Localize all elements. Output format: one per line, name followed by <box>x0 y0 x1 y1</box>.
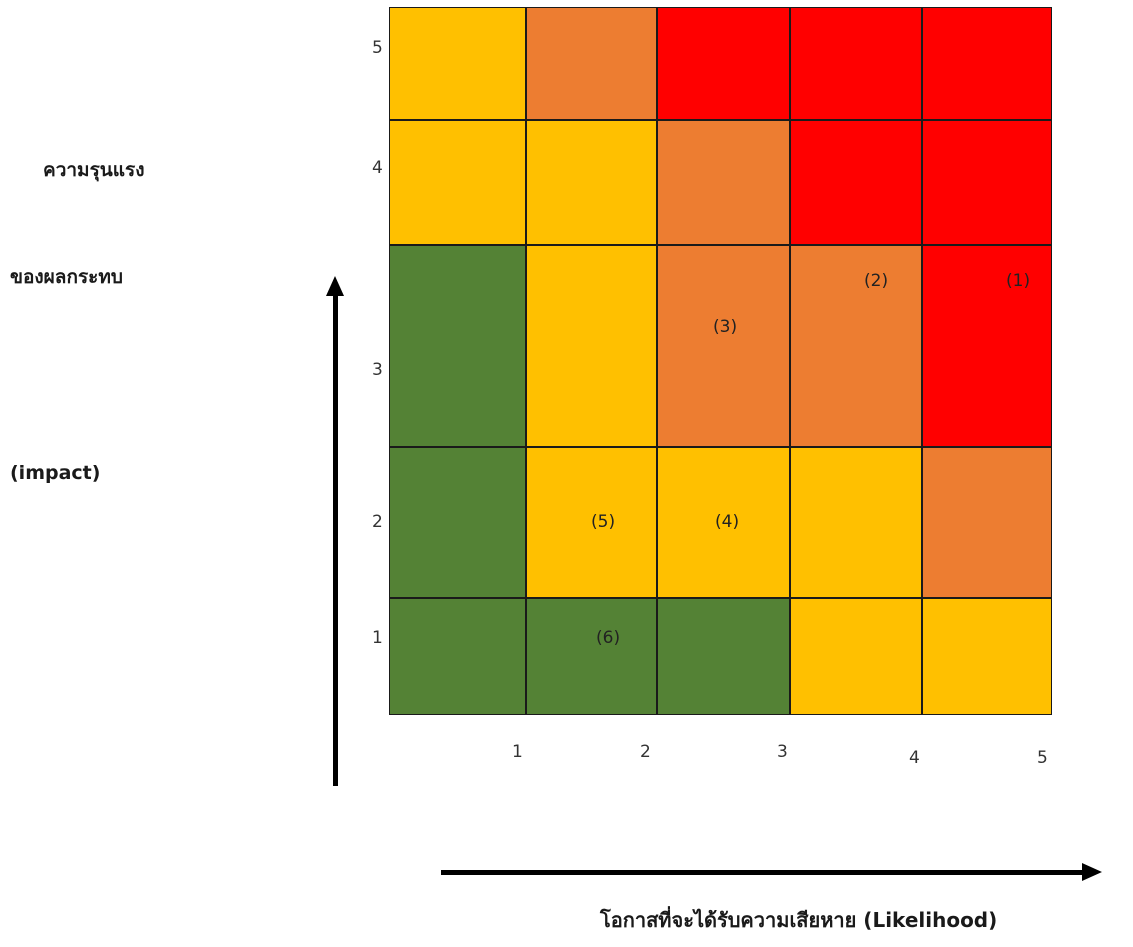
matrix-cell <box>389 120 526 245</box>
matrix-cell <box>790 245 922 447</box>
risk-marker-label: (5) <box>591 512 616 532</box>
x-tick-label: 4 <box>909 748 920 768</box>
risk-marker-label: (2) <box>864 271 889 291</box>
matrix-cell <box>526 245 657 447</box>
x-tick-label: 1 <box>512 742 523 762</box>
x-tick-label: 5 <box>1037 748 1048 768</box>
likelihood-arrow-head <box>1082 863 1102 881</box>
y-tick-label: 3 <box>372 360 383 380</box>
matrix-cell <box>922 120 1052 245</box>
impact-arrow-head <box>326 276 344 296</box>
matrix-cell <box>389 7 526 120</box>
matrix-cell <box>790 7 922 120</box>
impact-arrow-shaft <box>333 293 338 786</box>
matrix-cell <box>526 7 657 120</box>
risk-marker-label: (3) <box>713 317 738 337</box>
impact-axis-title-line3: (impact) <box>10 462 101 484</box>
risk-marker-label: (4) <box>715 512 740 532</box>
matrix-cell <box>526 120 657 245</box>
y-tick-label: 2 <box>372 512 383 532</box>
likelihood-arrow-shaft <box>441 870 1084 875</box>
matrix-cell <box>790 447 922 598</box>
x-tick-label: 3 <box>777 742 788 762</box>
y-tick-label: 4 <box>372 158 383 178</box>
matrix-cell <box>389 245 526 447</box>
likelihood-axis-title: โอกาสที่จะได้รับความเสียหาย (Likelihood) <box>600 908 998 932</box>
matrix-cell <box>790 120 922 245</box>
impact-axis-title-line1: ความรุนแรง <box>43 159 145 181</box>
matrix-cell <box>657 447 790 598</box>
matrix-cell <box>657 598 790 715</box>
matrix-cell <box>389 447 526 598</box>
matrix-cell <box>657 120 790 245</box>
x-tick-label: 2 <box>640 742 651 762</box>
matrix-cell <box>657 245 790 447</box>
risk-marker-label: (6) <box>596 628 621 648</box>
impact-axis-title-line2: ของผลกระทบ <box>10 266 123 288</box>
matrix-cell <box>389 598 526 715</box>
risk-marker-label: (1) <box>1006 271 1031 291</box>
matrix-cell <box>922 245 1052 447</box>
matrix-cell <box>922 598 1052 715</box>
matrix-cell <box>657 7 790 120</box>
risk-matrix: (1) (2) (3) (4) (5) (6) <box>389 7 1052 715</box>
matrix-cell <box>790 598 922 715</box>
matrix-cell <box>526 447 657 598</box>
matrix-cell <box>922 447 1052 598</box>
y-tick-label: 1 <box>372 628 383 648</box>
y-tick-label: 5 <box>372 38 383 58</box>
matrix-cell <box>526 598 657 715</box>
matrix-cell <box>922 7 1052 120</box>
